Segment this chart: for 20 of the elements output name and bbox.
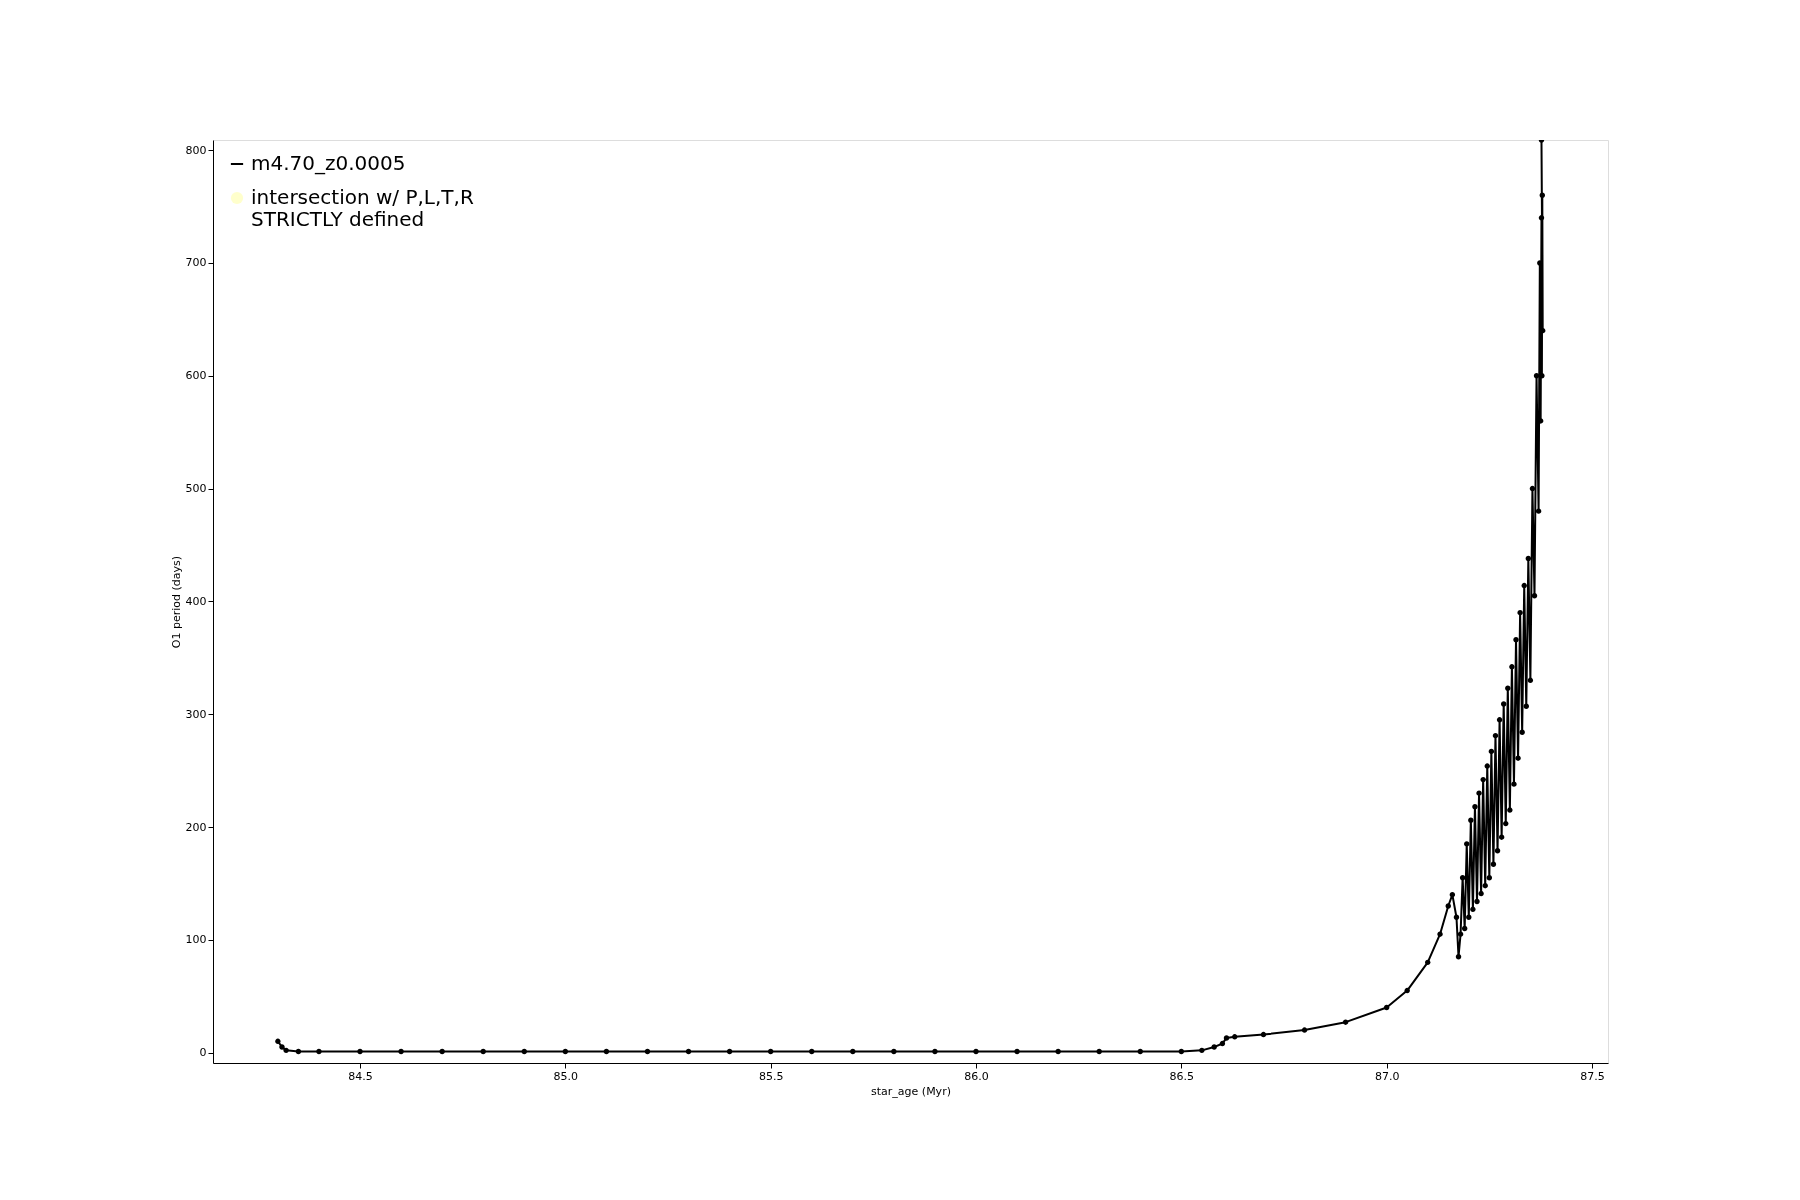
legend-label: m4.70_z0.0005 <box>251 151 406 175</box>
x-tick-label: 87.5 <box>1580 1069 1605 1083</box>
x-tick-label: 85.0 <box>553 1069 579 1083</box>
y-tick-label: 400 <box>185 594 207 608</box>
y-tick-label: 700 <box>185 256 207 270</box>
y-tick-label: 500 <box>185 482 207 496</box>
x-tick-label: 86.5 <box>1169 1069 1195 1083</box>
x-axis-title: star_age (Myr) <box>871 1084 951 1098</box>
y-tick-label: 300 <box>185 707 207 721</box>
x-tick-label: 86.0 <box>964 1069 989 1083</box>
y-tick-label: 100 <box>185 933 207 947</box>
x-tick-label: 84.5 <box>348 1069 373 1083</box>
x-tick-label: 85.5 <box>758 1069 784 1083</box>
y-axis-title: O1 period (days) <box>169 555 183 649</box>
y-tick-label: 600 <box>185 369 207 383</box>
y-tick-label: 800 <box>185 143 207 157</box>
x-tick-label: 87.0 <box>1374 1069 1400 1083</box>
y-tick-label: 200 <box>185 820 207 834</box>
y-tick-label: 0 <box>199 1046 207 1060</box>
legend-label: intersection w/ P,L,T,R STRICTLY defined <box>251 185 474 231</box>
